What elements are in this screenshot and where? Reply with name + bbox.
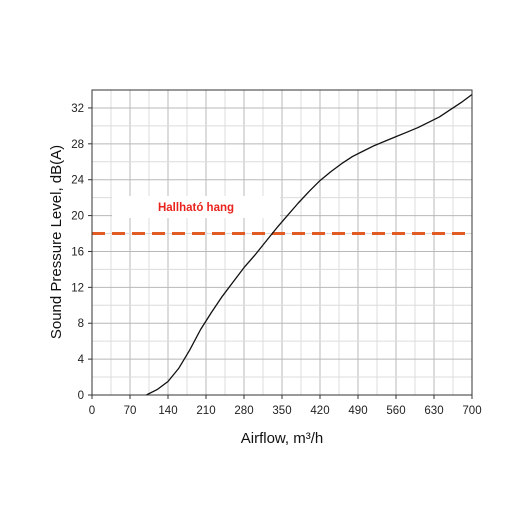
threshold-annotation: Hallható hang [158,202,234,214]
y-tick-label: 20 [71,211,84,223]
y-axis-ticks: 0 4 8 12 16 20 24 28 32 [71,103,92,402]
x-tick-label: 560 [386,405,405,417]
x-tick-label: 630 [424,405,443,417]
x-tick-label: 700 [462,405,481,417]
y-tick-label: 0 [78,390,84,402]
y-axis-title: Sound Pressure Level, dB(A) [48,145,65,339]
y-tick-label: 12 [71,282,84,294]
x-tick-label: 210 [196,405,215,417]
x-tick-label: 490 [348,405,367,417]
y-tick-label: 32 [71,103,84,115]
annotation-box [112,196,280,218]
x-tick-label: 280 [234,405,253,417]
y-tick-label: 24 [71,175,84,187]
x-tick-label: 0 [89,405,95,417]
x-tick-label: 70 [124,405,137,417]
y-tick-label: 28 [71,139,84,151]
x-axis-ticks: 0 70 140 210 280 350 420 490 560 630 700 [89,395,482,417]
y-tick-label: 8 [78,318,84,330]
y-tick-label: 4 [78,354,85,366]
x-tick-label: 140 [158,405,177,417]
x-tick-label: 420 [310,405,329,417]
y-tick-label: 16 [71,246,84,258]
series-line [146,93,473,396]
x-axis-title: Airflow, m³/h [241,430,324,447]
grid-lines [91,89,473,396]
x-tick-label: 350 [272,405,291,417]
